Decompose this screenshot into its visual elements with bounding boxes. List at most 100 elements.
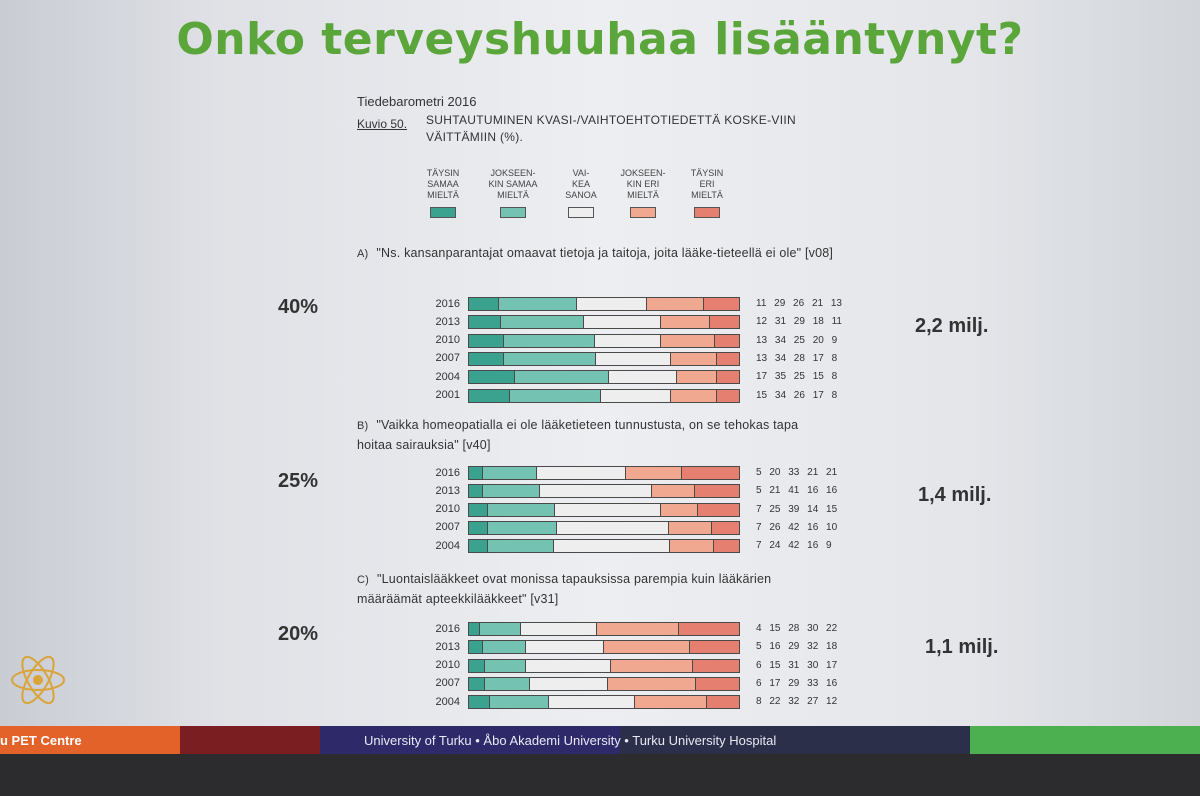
legend-label: TÄYSIN SAMAA MIELTÄ — [426, 168, 460, 200]
year-tick-label: 2016 — [435, 297, 460, 310]
stacked-bar — [468, 502, 740, 517]
stacked-bar — [468, 658, 740, 673]
bar-segment — [488, 540, 555, 553]
bar-segment — [469, 485, 483, 498]
bar-segment — [698, 503, 739, 516]
year-tick-label: 2013 — [435, 315, 460, 328]
figure-label: Kuvio 50. — [357, 117, 408, 131]
bar-segment — [703, 298, 739, 310]
bar-segment — [676, 371, 718, 384]
legend-label: VAI- KEA SANOA — [565, 168, 597, 200]
bar-segment — [469, 677, 486, 690]
stacked-bar — [468, 466, 740, 480]
bar-segment — [717, 352, 739, 365]
question-letter: B) — [357, 420, 369, 432]
question-letter: A) — [357, 248, 369, 260]
stacked-bar — [468, 370, 740, 385]
bar-segment — [469, 316, 502, 329]
stacked-bar — [468, 351, 740, 366]
year-tick-label: 2007 — [435, 521, 460, 534]
legend-item: TÄYSIN ERI MIELTÄ — [672, 168, 742, 218]
row-value-labels: 17 35 25 15 8 — [756, 371, 838, 383]
bar-segment — [695, 485, 739, 498]
bar-segment — [482, 467, 537, 479]
bar-segment — [603, 641, 691, 654]
bar-segment — [504, 352, 596, 365]
legend-item: JOKSEEN- KIN SAMAA MIELTÄ — [478, 168, 548, 218]
year-tick-label: 2010 — [435, 659, 460, 672]
bar-segment — [671, 389, 718, 402]
footer-bar — [0, 726, 1200, 754]
bar-segment — [469, 389, 510, 402]
year-tick-label: 2001 — [435, 389, 460, 401]
bar-segment — [549, 696, 635, 709]
bar-segment — [487, 521, 558, 534]
bar-segment — [469, 696, 491, 709]
year-tick-label: 2004 — [435, 370, 460, 383]
bar-segment — [647, 298, 704, 310]
bar-segment — [607, 677, 697, 690]
bar-segment — [717, 371, 739, 384]
stacked-bar — [468, 333, 740, 348]
row-value-labels: 5 21 41 16 16 — [756, 485, 838, 497]
bar-segment — [526, 659, 611, 672]
row-value-labels: 5 16 29 32 18 — [756, 641, 838, 653]
year-tick-label: 2016 — [435, 622, 460, 635]
legend-label: TÄYSIN ERI MIELTÄ — [690, 168, 724, 200]
row-value-labels: 11 29 26 21 13 — [756, 298, 842, 309]
row-value-labels: 7 25 39 14 15 — [756, 503, 838, 515]
footer-color-segment — [620, 726, 970, 754]
stacked-bar — [468, 484, 740, 499]
bar-segment — [706, 696, 739, 709]
year-tick-label: 2016 — [435, 466, 460, 479]
bar-segment — [601, 389, 672, 402]
bar-segment — [610, 659, 693, 672]
share-annotation: 40% — [278, 296, 319, 318]
stacked-bar — [468, 539, 740, 554]
bar-segment — [714, 334, 739, 347]
bar-segment — [583, 316, 662, 329]
bar-segment — [554, 540, 671, 553]
bar-segment — [469, 467, 483, 479]
stacked-bar — [468, 520, 740, 535]
bar-segment — [485, 659, 527, 672]
year-tick-label: 2013 — [435, 484, 460, 497]
footer-left-text: u PET Centre — [0, 733, 82, 748]
bar-segment — [487, 503, 556, 516]
bar-segment — [555, 503, 661, 516]
bar-segment — [509, 389, 602, 402]
bar-segment — [670, 540, 715, 553]
question-text: A) "Ns. kansanparantajat omaavat tietoja … — [357, 244, 837, 264]
question-letter: C) — [357, 574, 370, 586]
year-tick-label: 2004 — [435, 539, 460, 552]
legend-item: TÄYSIN SAMAA MIELTÄ — [408, 168, 478, 218]
stacked-bar — [468, 676, 740, 691]
bar-segment — [595, 352, 672, 365]
bar-segment — [669, 521, 713, 534]
bar-segment — [609, 371, 677, 384]
university-logo-icon — [11, 655, 65, 705]
bar-segment — [671, 352, 718, 365]
bar-segment — [469, 371, 515, 384]
bar-segment — [661, 334, 715, 347]
stacked-bar — [468, 695, 740, 710]
bar-segment — [479, 623, 521, 635]
year-tick-label: 2007 — [435, 677, 460, 690]
legend-label: JOKSEEN- KIN ERI MIELTÄ — [620, 168, 666, 200]
bar-segment — [485, 677, 531, 690]
row-value-labels: 6 17 29 33 16 — [756, 677, 838, 689]
legend-swatch — [630, 207, 656, 218]
bar-segment — [634, 696, 707, 709]
legend-swatch — [694, 207, 720, 218]
bar-segment — [520, 623, 598, 635]
bar-segment — [576, 298, 648, 310]
bar-segment — [539, 485, 652, 498]
question-statement: "Ns. kansanparantajat omaavat tietoja ja… — [376, 246, 834, 260]
legend-item: VAI- KEA SANOA — [546, 168, 616, 218]
year-tick-label: 2013 — [435, 640, 460, 653]
bar-segment — [717, 389, 739, 402]
footer-color-segment — [970, 726, 1200, 754]
row-value-labels: 7 26 42 16 10 — [756, 521, 838, 533]
population-annotation: 1,4 milj. — [918, 484, 992, 506]
bar-segment — [661, 316, 710, 329]
